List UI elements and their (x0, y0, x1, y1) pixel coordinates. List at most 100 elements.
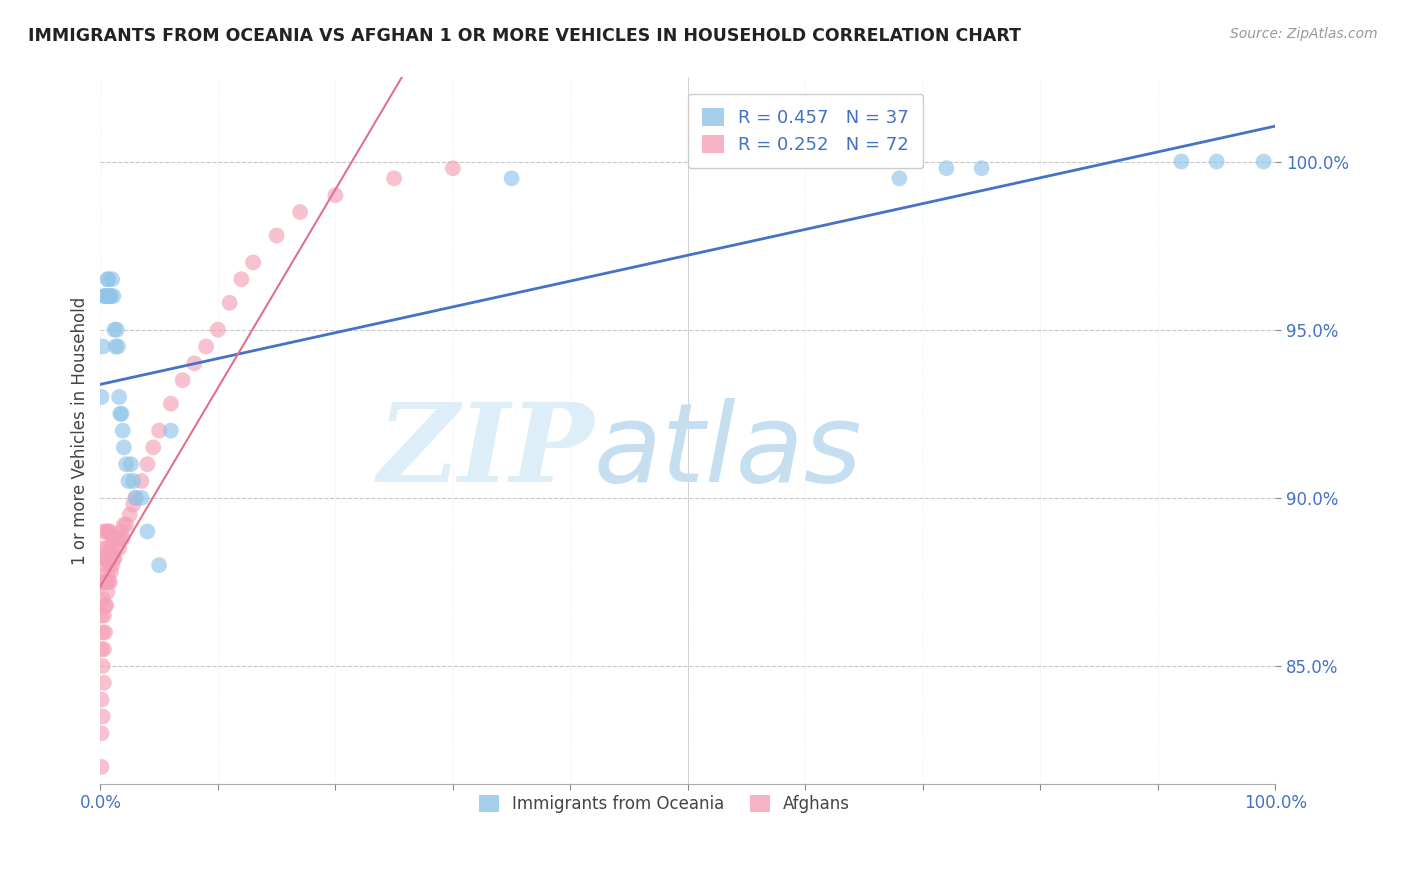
Point (111, 531, 134, 545)
Point (97, 272, 120, 286)
Point (97, 574, 120, 589)
Point (122, 474, 145, 488)
Point (110, 531, 132, 545)
Point (91, 339, 114, 353)
Point (93, 524, 115, 539)
Point (103, 289, 125, 303)
Point (889, 171, 911, 186)
Point (105, 531, 128, 545)
Point (103, 551, 125, 566)
Text: IMMIGRANTS FROM OCEANIA VS AFGHAN 1 OR MORE VEHICLES IN HOUSEHOLD CORRELATION CH: IMMIGRANTS FROM OCEANIA VS AFGHAN 1 OR M… (28, 27, 1021, 45)
Point (231, 272, 253, 286)
Point (91, 659, 114, 673)
Point (105, 323, 128, 337)
Point (115, 517, 138, 532)
Point (148, 424, 170, 438)
Point (122, 498, 145, 512)
Point (142, 441, 165, 455)
Point (96, 272, 118, 286)
Point (1170, 154, 1192, 169)
Point (108, 390, 131, 404)
Point (96, 574, 118, 589)
Point (97, 289, 120, 303)
Point (195, 339, 218, 353)
Point (93, 676, 115, 690)
Point (183, 356, 205, 370)
Point (98, 551, 121, 566)
Point (96, 551, 118, 566)
Legend: Immigrants from Oceania, Afghans: Immigrants from Oceania, Afghans (467, 783, 862, 825)
Point (103, 551, 125, 566)
Point (136, 457, 159, 471)
Point (90, 726, 112, 740)
Point (325, 188, 347, 202)
Point (118, 508, 141, 522)
Point (96, 599, 118, 613)
Point (288, 205, 311, 219)
Point (94, 551, 117, 566)
Point (382, 171, 405, 186)
Point (98, 524, 121, 539)
Point (100, 289, 122, 303)
Text: ZIP: ZIP (377, 398, 593, 506)
Point (207, 323, 229, 337)
Point (98, 574, 121, 589)
Point (136, 524, 159, 539)
Point (107, 339, 129, 353)
Point (110, 407, 132, 421)
Point (94, 599, 117, 613)
Point (91, 709, 114, 723)
Point (94, 289, 117, 303)
Point (112, 517, 135, 532)
Point (96, 289, 118, 303)
Point (101, 558, 124, 573)
Point (93, 289, 115, 303)
Point (93, 608, 115, 623)
Point (117, 474, 139, 488)
Point (107, 531, 129, 545)
Y-axis label: 1 or more Vehicles in Household: 1 or more Vehicles in Household (72, 296, 89, 565)
Point (110, 524, 132, 539)
Point (101, 531, 124, 545)
Point (90, 390, 112, 404)
Point (104, 339, 127, 353)
Point (108, 541, 131, 556)
Text: atlas: atlas (593, 398, 862, 505)
Point (90, 541, 112, 556)
Point (93, 574, 115, 589)
Point (103, 323, 125, 337)
Point (90, 608, 112, 623)
Point (218, 295, 240, 310)
Point (96, 541, 118, 556)
Point (91, 625, 114, 640)
Point (94, 625, 117, 640)
Point (112, 441, 135, 455)
Point (93, 642, 115, 657)
Point (501, 171, 523, 186)
Point (131, 474, 153, 488)
Point (124, 491, 146, 505)
Point (100, 565, 122, 579)
Point (115, 457, 138, 471)
Point (1205, 154, 1227, 169)
Point (90, 760, 112, 774)
Point (441, 161, 464, 176)
Point (970, 161, 993, 176)
Point (124, 491, 146, 505)
Text: Source: ZipAtlas.com: Source: ZipAtlas.com (1230, 27, 1378, 41)
Point (97, 524, 120, 539)
Point (110, 407, 132, 421)
Point (120, 457, 142, 471)
Point (131, 491, 153, 505)
Point (172, 373, 194, 387)
Point (935, 161, 957, 176)
Point (90, 642, 112, 657)
Point (91, 591, 114, 606)
Point (90, 574, 112, 589)
Point (111, 424, 134, 438)
Point (96, 565, 118, 579)
Point (160, 397, 183, 411)
Point (98, 289, 121, 303)
Point (94, 574, 117, 589)
Point (91, 558, 114, 573)
